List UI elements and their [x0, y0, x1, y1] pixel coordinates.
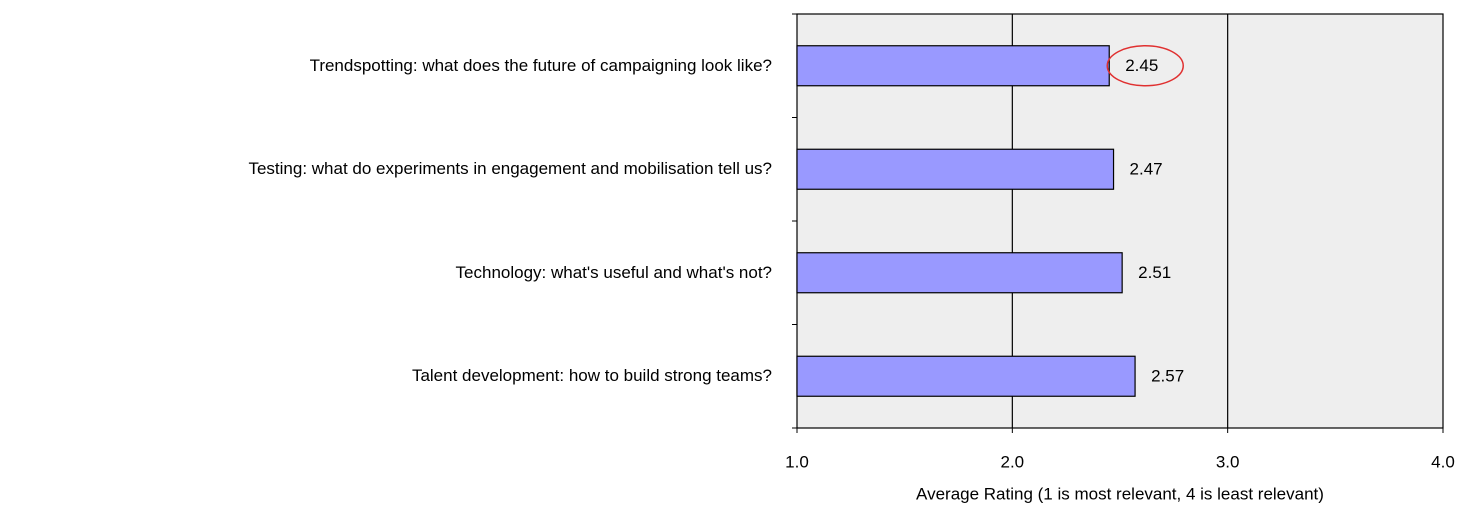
value-label: 2.47 — [1130, 160, 1163, 179]
highlight-circle — [1106, 45, 1184, 87]
bar — [796, 45, 1110, 87]
bar — [796, 148, 1115, 190]
value-label: 2.57 — [1151, 367, 1184, 386]
y-tick-label: Technology: what's useful and what's not… — [455, 262, 772, 282]
y-tick-label: Talent development: how to build strong … — [411, 366, 772, 386]
value-label: 2.51 — [1138, 263, 1171, 282]
x-tick-label: 1.0 — [785, 452, 809, 471]
bar — [796, 355, 1136, 397]
x-axis-title: Average Rating (1 is most relevant, 4 is… — [916, 484, 1324, 503]
x-tick-label: 2.0 — [1001, 452, 1025, 471]
bar — [796, 252, 1123, 294]
value-label: 2.45 — [1125, 56, 1158, 75]
y-tick-label: Testing: what do experiments in engageme… — [248, 159, 772, 179]
y-tick-label: Trendspotting: what does the future of c… — [309, 55, 772, 75]
x-tick-label: 4.0 — [1431, 452, 1455, 471]
x-tick-label: 3.0 — [1216, 452, 1240, 471]
